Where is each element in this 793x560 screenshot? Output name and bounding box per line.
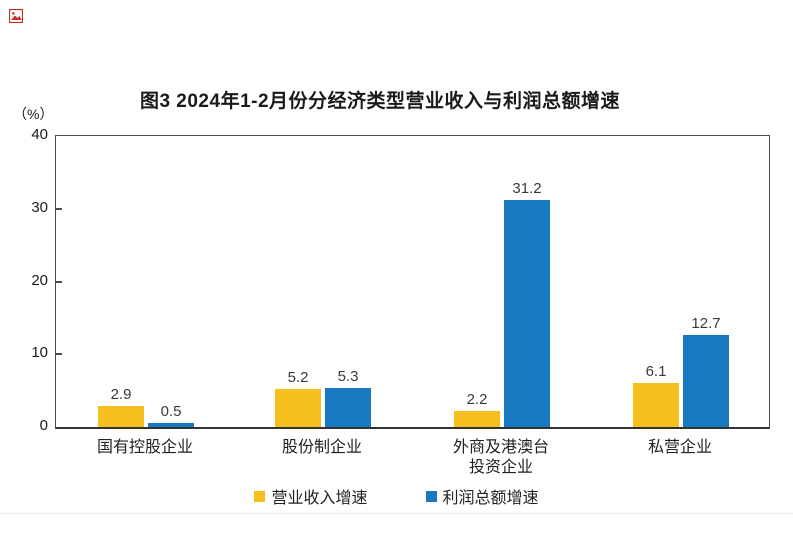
plot-area: 2.9 5.2 2.2 6.1 0.5 5.3 31.2 12.7 (55, 135, 770, 429)
bar-series1-cat2 (275, 389, 321, 427)
bar-series1-cat1 (98, 405, 144, 427)
bar-value-label: 6.1 (645, 362, 667, 380)
legend-item-1: 营业收入增速 (254, 484, 368, 508)
bar-series2-cat3 (504, 200, 550, 427)
legend-label: 营业收入增速 (271, 490, 368, 507)
bar-series1-cat4 (633, 382, 679, 427)
y-tick-mark-10 (56, 353, 62, 356)
chart-title: 图3 2024年1-2月份分经济类型营业收入与利润总额增速 (139, 91, 621, 112)
bottom-divider (0, 513, 793, 514)
legend-item-2: 利润总额增速 (425, 484, 539, 508)
bar-value-label: 5.2 (287, 369, 309, 387)
bar-series1-cat3 (454, 411, 500, 427)
bar-series2-cat2 (325, 388, 371, 427)
bar-value-label: 5.3 (337, 368, 359, 386)
y-axis-unit-label: （%） (13, 106, 54, 122)
y-tick-label-40: 40 (31, 126, 48, 143)
x-category-label-4: 私营企业 (647, 439, 713, 456)
bar-value-label: 2.2 (466, 391, 488, 408)
bar-value-label: 31.2 (512, 180, 542, 198)
x-category-label-2: 股份制企业 (281, 439, 363, 456)
bar-value-label: 0.5 (160, 403, 182, 421)
y-tick-label-30: 30 (31, 198, 48, 216)
bar-value-label: 12.7 (691, 314, 721, 332)
bar-series2-cat1 (148, 423, 194, 427)
bar-series2-cat4 (683, 334, 729, 427)
legend-swatch-icon (254, 490, 266, 502)
legend-swatch-icon (425, 490, 437, 502)
y-tick-label-10: 10 (31, 344, 48, 362)
y-tick-label-20: 20 (31, 271, 48, 289)
legend-label: 利润总额增速 (442, 490, 539, 507)
bar-value-label: 2.9 (110, 385, 132, 403)
y-tick-mark-30 (56, 207, 62, 210)
broken-image-icon (8, 8, 24, 24)
x-category-label-1: 国有控股企业 (96, 439, 194, 456)
x-category-label-3: 外商及港澳台 投资企业 (452, 439, 550, 476)
legend: 营业收入增速 利润总额增速 (0, 484, 793, 508)
y-tick-label-0: 0 (39, 417, 48, 434)
y-tick-mark-20 (56, 280, 62, 283)
